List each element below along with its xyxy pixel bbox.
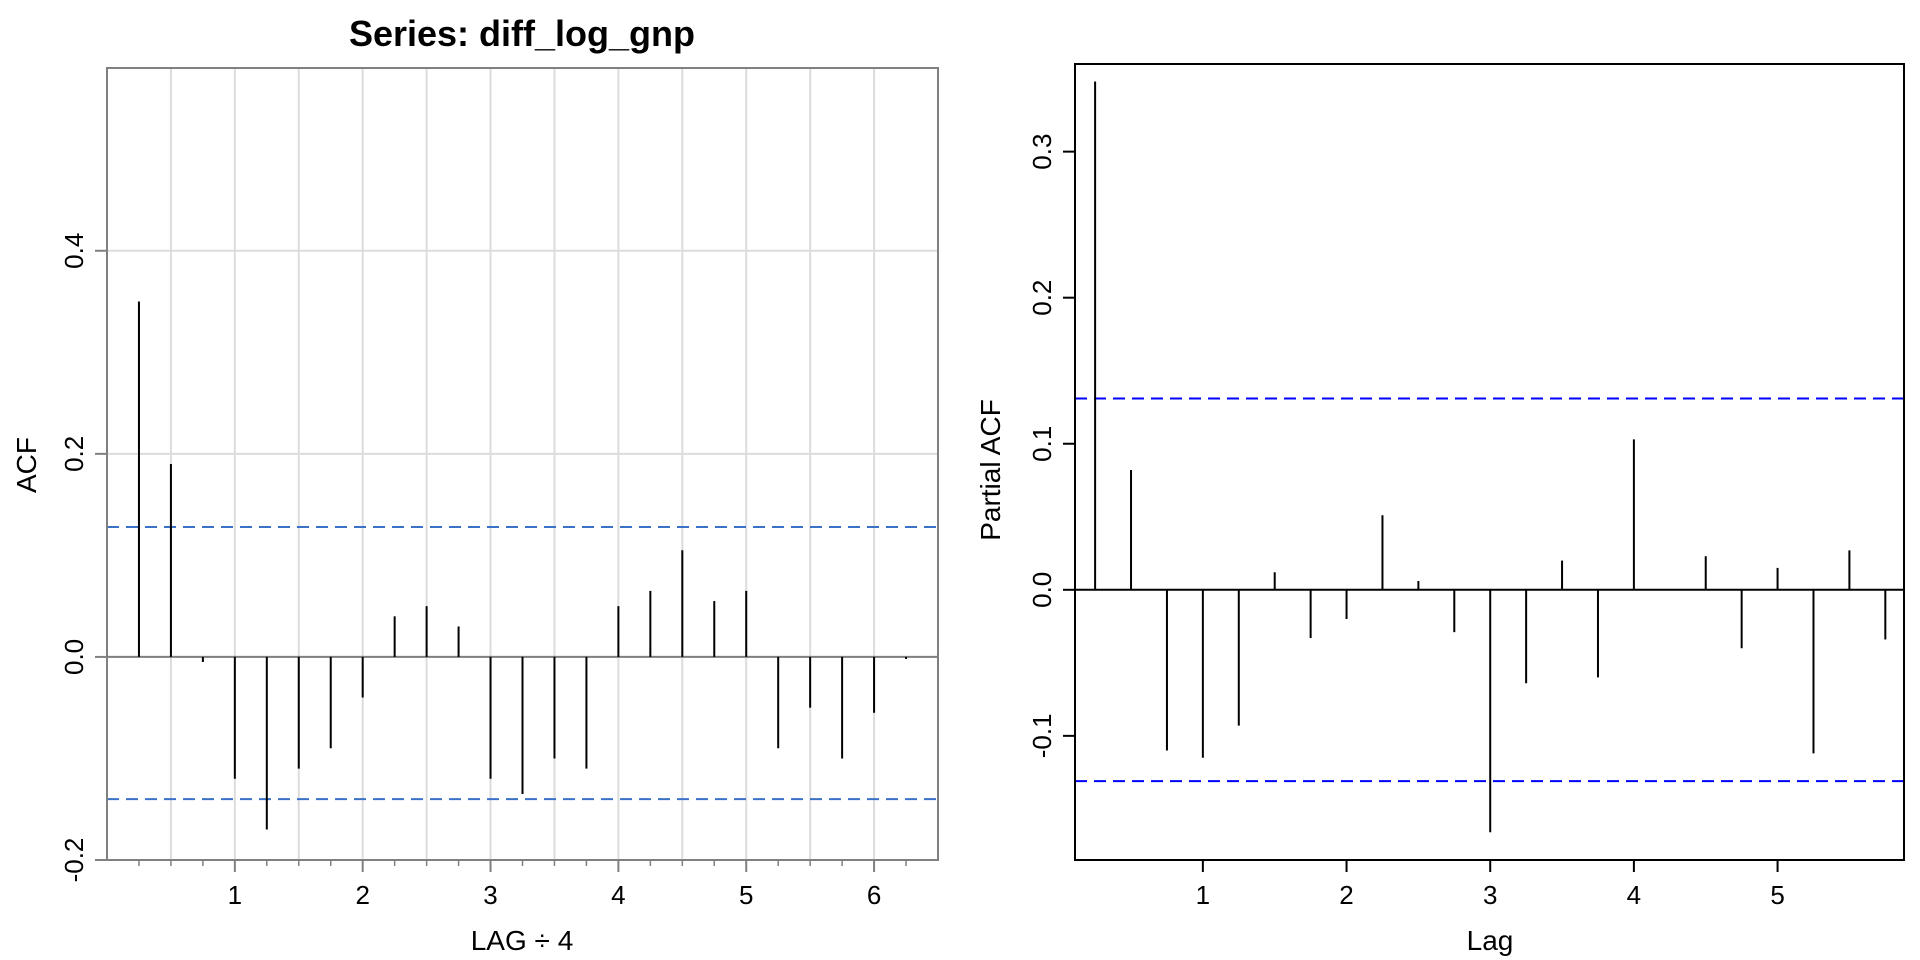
acf-bars [137, 301, 908, 830]
x-tick-label: 5 [1770, 880, 1784, 910]
acf-panel: 1 2 3 4 5 6 -0.2 0.0 0.2 0.4 Series: diff_log_gn… [11, 13, 939, 956]
pacf-x-axis: 1 2 3 4 5 [1196, 860, 1785, 910]
pacf-y-axis: -0.1 0.0 0.1 0.2 0.3 [1027, 134, 1075, 758]
acf-y-axis-label: ACF [11, 437, 42, 493]
x-tick-label: 3 [1483, 880, 1497, 910]
y-tick-label: 0.1 [1027, 426, 1057, 462]
pacf-bars [1094, 81, 1887, 833]
acf-y-axis: -0.2 0.0 0.2 0.4 [59, 233, 107, 883]
y-tick-label: -0.2 [59, 838, 89, 883]
x-tick-label: 4 [1627, 880, 1641, 910]
y-tick-label: -0.1 [1027, 713, 1057, 758]
x-tick-label: 1 [1196, 880, 1210, 910]
pacf-y-axis-label: Partial ACF [975, 399, 1006, 541]
x-tick-label: 5 [739, 880, 753, 910]
pacf-x-axis-label: Lag [1467, 925, 1514, 956]
acf-x-axis: 1 2 3 4 5 6 [138, 860, 907, 910]
y-tick-label: 0.2 [1027, 280, 1057, 316]
x-tick-label: 4 [611, 880, 625, 910]
acf-x-axis-label: LAG ÷ 4 [471, 925, 574, 956]
x-tick-label: 2 [1339, 880, 1353, 910]
acf-confidence-bands [107, 525, 938, 801]
y-tick-label: 0.0 [1027, 572, 1057, 608]
y-tick-label: 0.2 [59, 436, 89, 472]
x-tick-label: 1 [228, 880, 242, 910]
x-tick-label: 3 [483, 880, 497, 910]
x-tick-label: 2 [355, 880, 369, 910]
pacf-confidence-bands [1075, 397, 1904, 783]
pacf-panel: 1 2 3 4 5 -0.1 0.0 0.1 0.2 0.3 Lag Partial ACF [975, 63, 1905, 956]
x-tick-label: 6 [867, 880, 881, 910]
y-tick-label: 0.4 [59, 233, 89, 269]
y-tick-label: 0.3 [1027, 134, 1057, 170]
y-tick-label: 0.0 [59, 639, 89, 675]
acf-chart-title: Series: diff_log_gnp [349, 13, 695, 54]
